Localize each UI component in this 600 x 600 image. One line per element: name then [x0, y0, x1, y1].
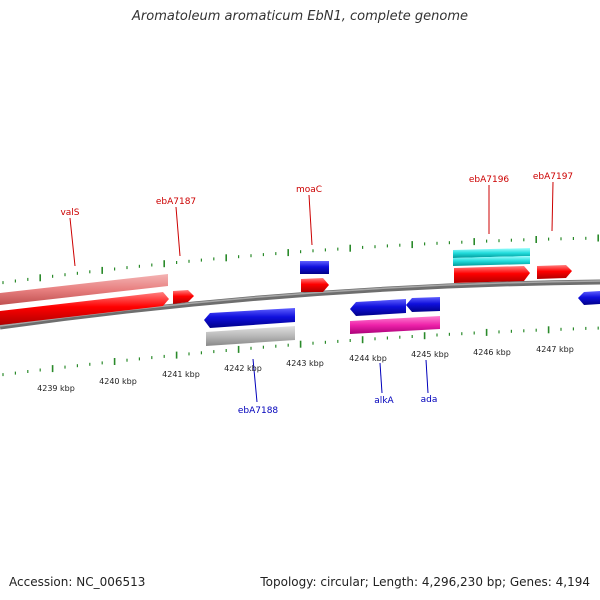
lower-tick-row: [2, 326, 599, 377]
gene-label-alkA[interactable]: alkA: [374, 396, 394, 406]
gene-feature-blue-right[interactable]: [578, 291, 600, 305]
kbp-label: 4242 kbp: [224, 364, 262, 373]
gene-feature-red-moaC[interactable]: [301, 278, 329, 292]
gene-feature-red-ebA7187[interactable]: [173, 290, 194, 304]
gene-feature-red-valS[interactable]: [0, 292, 169, 325]
genome-backbone: [0, 279, 600, 330]
gene-label-ebA7188[interactable]: ebA7188: [238, 406, 279, 416]
genome-title: Aromatoleum aromaticum EbN1, complete ge…: [132, 9, 468, 24]
gene-feature-cyan-1[interactable]: [453, 248, 530, 258]
gene-feature-blue-left[interactable]: [204, 308, 295, 328]
kbp-label: 4247 kbp: [536, 345, 574, 354]
gene-label-ebA7187[interactable]: ebA7187: [156, 197, 196, 207]
kbp-label: 4241 kbp: [162, 370, 200, 379]
upper-tick-row: [2, 234, 600, 285]
gene-feature-blue-alkA[interactable]: [350, 299, 406, 316]
gene-feature-blue-ada[interactable]: [406, 297, 440, 312]
gene-feature-cyan-2[interactable]: [453, 256, 530, 266]
accession-text: Accession: NC_006513: [9, 575, 146, 589]
gene-feature-red-ebA7196[interactable]: [454, 266, 530, 283]
kbp-label: 4239 kbp: [37, 384, 75, 393]
gene-feature-pink[interactable]: [0, 274, 168, 305]
gene-label-ada[interactable]: ada: [421, 395, 438, 405]
reverse-callout-lines: [252, 358, 429, 403]
gene-label-moaC[interactable]: moaC: [296, 185, 322, 195]
gene-feature-blue-moaC[interactable]: [300, 261, 329, 274]
genome-stats-text: Topology: circular; Length: 4,296,230 bp…: [260, 575, 590, 589]
gene-feature-grey-ebA7188[interactable]: [206, 326, 295, 346]
kbp-label: 4244 kbp: [349, 354, 387, 363]
gene-feature-magenta-1[interactable]: [350, 316, 440, 334]
kbp-label: 4245 kbp: [411, 350, 449, 359]
gene-feature-red-ebA7197[interactable]: [537, 265, 572, 279]
forward-callout-lines: [69, 181, 554, 267]
gene-label-ebA7196[interactable]: ebA7196: [469, 175, 510, 185]
kbp-label: 4243 kbp: [286, 359, 324, 368]
gene-label-valS[interactable]: valS: [60, 208, 79, 218]
kbp-label: 4246 kbp: [473, 348, 511, 357]
gene-label-ebA7197[interactable]: ebA7197: [533, 172, 573, 182]
kbp-label: 4240 kbp: [99, 377, 137, 386]
